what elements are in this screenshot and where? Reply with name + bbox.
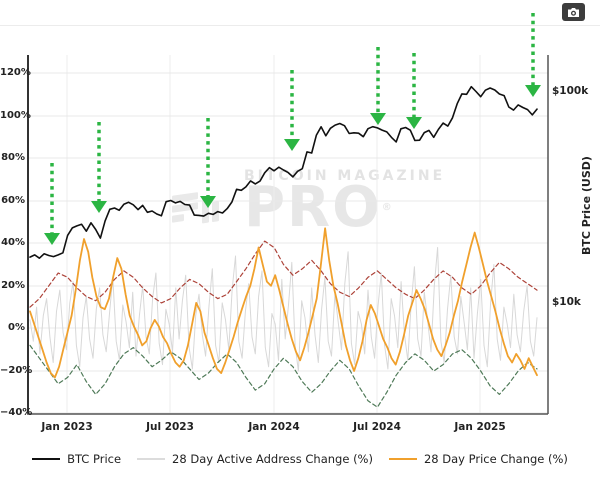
legend-item-price-change[interactable]: 28 Day Price Change (%) [388, 452, 568, 466]
y-left-tick: 40% [1, 237, 25, 248]
camera-icon [567, 7, 580, 18]
plot-area[interactable] [28, 55, 548, 414]
signal-arrow-head-icon [91, 201, 107, 213]
legend-label: BTC Price [67, 452, 122, 466]
series-btc-price [29, 85, 538, 260]
series-upper-band [29, 240, 538, 308]
signal-arrow-head-icon [44, 233, 60, 245]
legend-item-btc-price[interactable]: BTC Price [32, 452, 121, 466]
y-right-tick: $100k [552, 85, 589, 97]
y-right-tick: $10k [552, 296, 581, 308]
series-price-change [29, 227, 538, 379]
y-left-tick: 80% [1, 152, 25, 163]
signal-arrow-head-icon [406, 117, 422, 129]
signal-arrow-head-icon [370, 113, 386, 125]
y-left-tick: −40% [0, 407, 33, 418]
y-left-tick: 20% [1, 280, 25, 291]
y-left-tick: 100% [0, 110, 31, 121]
legend-label: 28 Day Price Change (%) [423, 452, 568, 466]
series-lower-band [29, 344, 538, 408]
legend-item-active-address-change[interactable]: 28 Day Active Address Change (%) [137, 452, 373, 466]
x-tick: Jan 2025 [454, 421, 506, 433]
legend-swatch-btc-price [32, 458, 61, 460]
legend: BTC Price 28 Day Active Address Change (%… [0, 452, 600, 466]
x-tick: Jan 2023 [41, 421, 93, 433]
signal-arrow-head-icon [525, 85, 541, 97]
y-left-tick: 0% [8, 322, 25, 333]
top-divider [0, 25, 600, 26]
signal-arrow-head-icon [284, 139, 300, 151]
y-left-tick: 120% [0, 67, 31, 78]
y-left-tick: −20% [0, 365, 33, 376]
legend-swatch-price-change [388, 458, 417, 460]
x-tick: Jan 2024 [248, 421, 300, 433]
x-tick: Jul 2023 [146, 421, 194, 433]
x-tick: Jul 2024 [353, 421, 401, 433]
y-left-tick: 60% [1, 195, 25, 206]
screenshot-button[interactable] [562, 3, 585, 21]
legend-label: 28 Day Active Address Change (%) [172, 452, 373, 466]
y-right-axis-title: BTC Price (USD) [580, 156, 593, 255]
legend-swatch-active-address-change [137, 458, 166, 460]
